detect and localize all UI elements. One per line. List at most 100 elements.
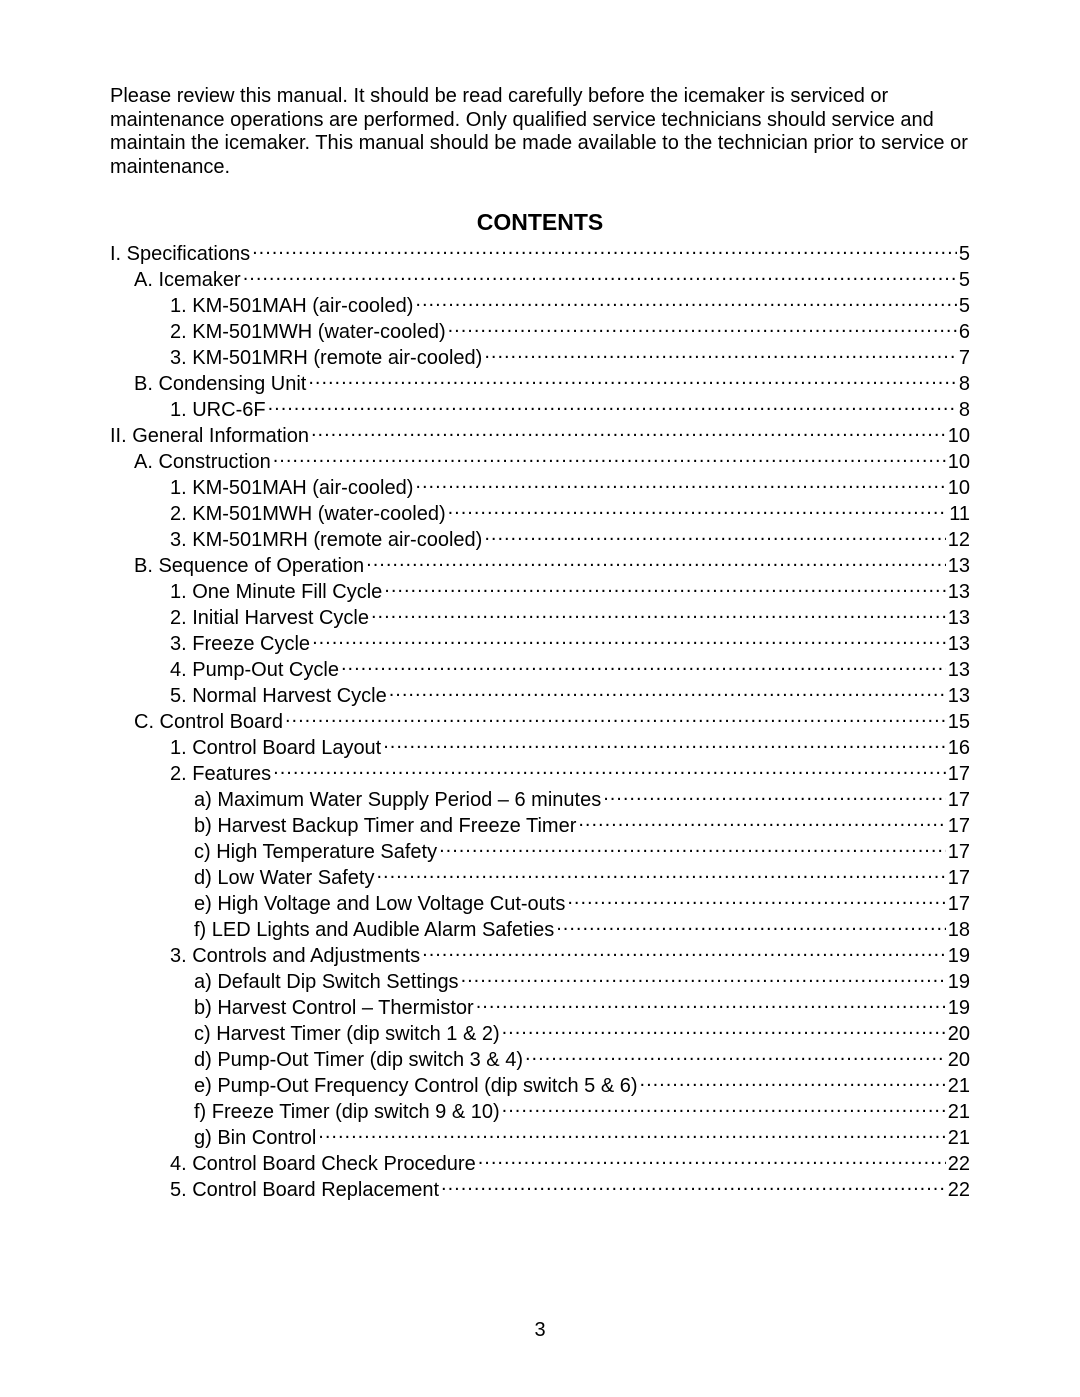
toc-entry-page: 8 (959, 399, 970, 422)
toc-leader-dots (484, 526, 945, 546)
toc-entry-page: 13 (948, 633, 970, 656)
toc-entry: 2. Features 17 (110, 760, 970, 786)
toc-leader-dots (384, 578, 945, 598)
toc-entry-page: 13 (948, 555, 970, 578)
toc-entry: 5. Normal Harvest Cycle 13 (110, 682, 970, 708)
toc-leader-dots (341, 656, 946, 676)
toc-entry-label: 5. Normal Harvest Cycle (170, 685, 387, 708)
toc-entry-label: 1. One Minute Fill Cycle (170, 581, 382, 604)
toc-entry: C. Control Board 15 (110, 708, 970, 734)
toc-entry: 1. URC-6F 8 (110, 396, 970, 422)
toc-entry: A. Construction 10 (110, 448, 970, 474)
toc-entry-page: 20 (948, 1049, 970, 1072)
toc-entry: 2. Initial Harvest Cycle 13 (110, 604, 970, 630)
toc-entry-page: 19 (948, 945, 970, 968)
toc-entry-label: 3. Freeze Cycle (170, 633, 310, 656)
toc-entry-label: 3. KM-501MRH (remote air-cooled) (170, 529, 482, 552)
toc-leader-dots (285, 708, 946, 728)
toc-entry: f) Freeze Timer (dip switch 9 & 10) 21 (110, 1098, 970, 1124)
toc-entry: c) High Temperature Safety 17 (110, 838, 970, 864)
toc-entry-label: C. Control Board (134, 711, 283, 734)
toc-entry: 4. Control Board Check Procedure 22 (110, 1150, 970, 1176)
toc-entry-page: 7 (959, 347, 970, 370)
toc-entry-label: a) Maximum Water Supply Period – 6 minut… (194, 789, 601, 812)
toc-entry-page: 8 (959, 373, 970, 396)
contents-heading: CONTENTS (110, 209, 970, 236)
toc-entry-label: d) Pump-Out Timer (dip switch 3 & 4) (194, 1049, 523, 1072)
toc-leader-dots (273, 760, 946, 780)
toc-entry: 2. KM-501MWH (water-cooled) 11 (110, 500, 970, 526)
toc-leader-dots (312, 630, 946, 650)
toc-entry-page: 17 (948, 789, 970, 812)
toc-leader-dots (502, 1098, 946, 1118)
toc-entry-label: e) Pump-Out Frequency Control (dip switc… (194, 1075, 638, 1098)
toc-entry-page: 20 (948, 1023, 970, 1046)
toc-entry: e) Pump-Out Frequency Control (dip switc… (110, 1072, 970, 1098)
toc-entry-page: 17 (948, 893, 970, 916)
toc-entry-page: 13 (948, 659, 970, 682)
toc-leader-dots (415, 292, 956, 312)
toc-leader-dots (383, 734, 946, 754)
toc-leader-dots (461, 968, 946, 988)
toc-entry-page: 19 (948, 997, 970, 1020)
toc-entry-label: A. Icemaker (134, 269, 241, 292)
toc-entry-page: 19 (948, 971, 970, 994)
toc-entry-label: a) Default Dip Switch Settings (194, 971, 459, 994)
toc-entry-page: 21 (948, 1127, 970, 1150)
toc-leader-dots (578, 812, 945, 832)
toc-entry-page: 11 (949, 503, 970, 526)
toc-entry: e) High Voltage and Low Voltage Cut-outs… (110, 890, 970, 916)
toc-entry-label: II. General Information (110, 425, 309, 448)
toc-entry-page: 12 (948, 529, 970, 552)
toc-leader-dots (366, 552, 946, 572)
toc-entry-label: B. Sequence of Operation (134, 555, 364, 578)
toc-entry-label: b) Harvest Backup Timer and Freeze Timer (194, 815, 576, 838)
toc-entry: 1. Control Board Layout 16 (110, 734, 970, 760)
toc-entry-page: 22 (948, 1153, 970, 1176)
toc-leader-dots (268, 396, 957, 416)
toc-entry-page: 21 (948, 1075, 970, 1098)
toc-entry-page: 17 (948, 815, 970, 838)
toc-entry-label: 1. URC-6F (170, 399, 266, 422)
toc-entry: d) Pump-Out Timer (dip switch 3 & 4) 20 (110, 1046, 970, 1072)
toc-entry-label: A. Construction (134, 451, 271, 474)
toc-entry-page: 17 (948, 841, 970, 864)
toc-entry: c) Harvest Timer (dip switch 1 & 2) 20 (110, 1020, 970, 1046)
toc-entry-label: 1. Control Board Layout (170, 737, 381, 760)
toc-entry-page: 6 (959, 321, 970, 344)
toc-entry-label: c) High Temperature Safety (194, 841, 437, 864)
toc-entry: 2. KM-501MWH (water-cooled) 6 (110, 318, 970, 344)
toc-entry-page: 17 (948, 763, 970, 786)
toc-entry: 4. Pump-Out Cycle 13 (110, 656, 970, 682)
toc-leader-dots (252, 240, 957, 260)
toc-entry-label: d) Low Water Safety (194, 867, 374, 890)
toc-entry: 1. One Minute Fill Cycle 13 (110, 578, 970, 604)
toc-entry-page: 5 (959, 295, 970, 318)
toc-leader-dots (318, 1124, 945, 1144)
toc-entry-label: 4. Pump-Out Cycle (170, 659, 339, 682)
table-of-contents: I. Specifications 5A. Icemaker 51. KM-50… (110, 240, 970, 1202)
toc-leader-dots (502, 1020, 946, 1040)
toc-entry-page: 17 (948, 867, 970, 890)
toc-entry: 3. KM-501MRH (remote air-cooled) 7 (110, 344, 970, 370)
toc-entry-label: 1. KM-501MAH (air-cooled) (170, 295, 413, 318)
toc-leader-dots (273, 448, 946, 468)
toc-entry-label: 1. KM-501MAH (air-cooled) (170, 477, 413, 500)
toc-leader-dots (376, 864, 945, 884)
toc-entry-page: 10 (948, 425, 970, 448)
toc-leader-dots (448, 500, 948, 520)
toc-entry-page: 16 (948, 737, 970, 760)
document-page: Please review this manual. It should be … (0, 0, 1080, 1397)
toc-entry-label: e) High Voltage and Low Voltage Cut-outs (194, 893, 565, 916)
toc-entry: b) Harvest Backup Timer and Freeze Timer… (110, 812, 970, 838)
toc-entry-label: 2. Features (170, 763, 271, 786)
toc-leader-dots (243, 266, 957, 286)
toc-entry-label: I. Specifications (110, 243, 250, 266)
toc-entry: 1. KM-501MAH (air-cooled) 10 (110, 474, 970, 500)
toc-leader-dots (308, 370, 957, 390)
toc-entry: 3. KM-501MRH (remote air-cooled) 12 (110, 526, 970, 552)
toc-entry: 3. Freeze Cycle 13 (110, 630, 970, 656)
toc-entry: 5. Control Board Replacement 22 (110, 1176, 970, 1202)
toc-leader-dots (389, 682, 946, 702)
toc-leader-dots (640, 1072, 946, 1092)
